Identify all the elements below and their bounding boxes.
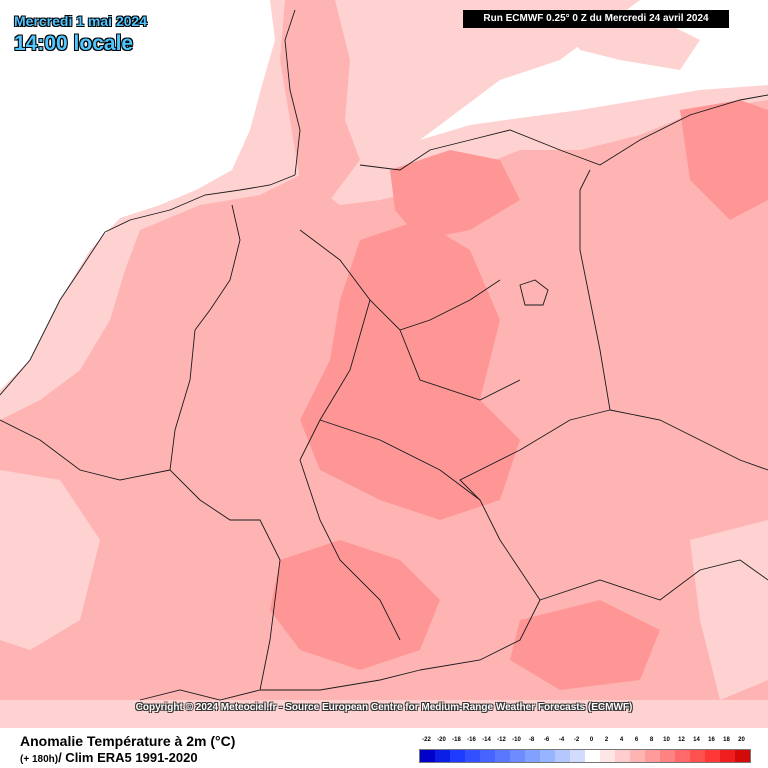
scale-label: 0 [589, 737, 594, 743]
strong-austria [510, 600, 660, 690]
forecast-date: Mercredi 1 mai 2024 [14, 13, 148, 29]
scale-label: 8 [649, 737, 654, 743]
run-banner: Run ECMWF 0.25° 0 Z du Mercredi 24 avril… [463, 10, 729, 28]
borders [0, 9, 768, 701]
scale-label: 12 [678, 737, 685, 743]
scale-label: -16 [467, 737, 476, 743]
scale-label: 14 [693, 737, 700, 743]
scale-swatch [495, 750, 510, 762]
map-subtitle: (+ 180h)/ Clim ERA5 1991-2020 [20, 750, 198, 765]
strong-north [390, 150, 520, 240]
scale-label: 20 [738, 737, 745, 743]
scale-label: 4 [619, 737, 624, 743]
scale-swatch [600, 750, 615, 762]
border-fr-ch [139, 689, 261, 701]
strong-poland [680, 100, 768, 220]
scale-label: 6 [634, 737, 639, 743]
scale-swatch [480, 750, 495, 762]
border-de-nl [194, 204, 241, 331]
scale-swatch [690, 750, 705, 762]
map-title: Anomalie Température à 2m (°C) [20, 733, 236, 749]
climatology: / Clim ERA5 1991-2020 [58, 750, 198, 765]
scale-swatch [615, 750, 630, 762]
border-cz-at [539, 559, 768, 601]
scale-swatch [720, 750, 735, 762]
scale-label: 18 [723, 737, 730, 743]
forecast-time: 14:00 locale [14, 32, 134, 55]
scale-labels: -22 -20 -18 -16 -14 -12 -10 -8 -6 -4 -2 0 2 4 6 8 10 12 14… [419, 737, 749, 747]
scale-swatch [420, 750, 435, 762]
scale-label: 16 [708, 737, 715, 743]
scale-swatch [450, 750, 465, 762]
state-borders [299, 229, 521, 641]
light-patch-sw [0, 470, 100, 650]
scale-label: -20 [437, 737, 446, 743]
border-de-ch [260, 669, 421, 691]
strong-central [300, 220, 520, 520]
scale-label: -8 [528, 737, 535, 743]
coastline-belgium [0, 231, 106, 396]
scale-label: -10 [512, 737, 521, 743]
border-fr-be [0, 419, 171, 481]
coastline-baltic [359, 94, 768, 171]
scale-label: 2 [604, 737, 609, 743]
scale-swatch [660, 750, 675, 762]
scale-swatch [705, 750, 720, 762]
light-patch-east [690, 520, 768, 700]
north-sea [0, 0, 275, 390]
copyright-notice: Copyright © 2024 Meteociel.fr - Source E… [135, 702, 633, 713]
scale-swatch [555, 750, 570, 762]
scale-swatch [675, 750, 690, 762]
color-scale: -22 -20 -18 -16 -14 -12 -10 -8 -6 -4 -2 0 2 4 6 8 10 12 14… [419, 737, 751, 765]
scale-swatch [570, 750, 585, 762]
border-de-cz [459, 409, 611, 541]
scale-swatch [540, 750, 555, 762]
scale-swatch [465, 750, 480, 762]
scale-label: 10 [663, 737, 670, 743]
border-cz-pl [609, 409, 768, 471]
scale-label: -14 [482, 737, 491, 743]
border-de-at [419, 539, 541, 671]
scale-swatch [735, 750, 750, 762]
coastline-denmark [284, 9, 301, 176]
scale-label: -2 [573, 737, 580, 743]
anomaly-map [0, 0, 768, 728]
strong-south [270, 540, 440, 670]
scale-label: -18 [452, 737, 461, 743]
scale-label: -6 [543, 737, 550, 743]
coastline-netherlands [104, 174, 296, 233]
scale-swatch [510, 750, 525, 762]
scale-swatch [435, 750, 450, 762]
border-de-be-lu [169, 329, 201, 501]
scale-label: -22 [422, 737, 431, 743]
scale-label: -12 [497, 737, 506, 743]
berlin-outline [519, 279, 549, 306]
scale-swatch [630, 750, 645, 762]
scale-swatch [585, 750, 600, 762]
lead-time: (+ 180h) [20, 754, 59, 765]
scale-swatch [645, 750, 660, 762]
border-de-fr [199, 499, 281, 691]
border-de-pl [579, 169, 611, 411]
denmark-strip [280, 0, 360, 200]
scale-bar [419, 749, 751, 763]
scale-label: -4 [558, 737, 565, 743]
scale-swatch [525, 750, 540, 762]
